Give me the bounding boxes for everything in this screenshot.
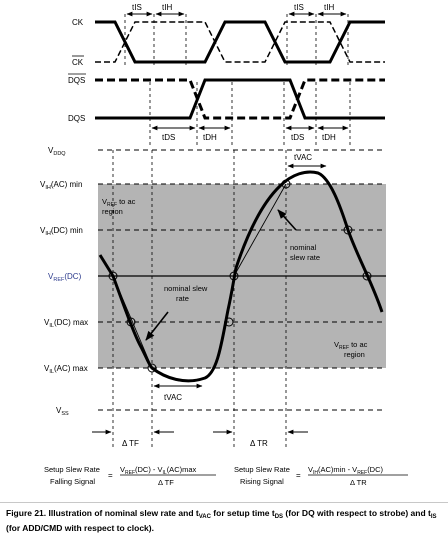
- label-delta-tr: Δ TR: [250, 439, 268, 448]
- dqs-bar-waveform: [95, 78, 385, 120]
- label-vss: VSS: [56, 406, 69, 417]
- formula-fall-title-1: Setup Slew Rate: [44, 465, 100, 474]
- label-tds-2: tDS: [291, 133, 304, 142]
- nominal-slew-right-label-1: nominal: [290, 243, 317, 252]
- caption-line1-a: Figure 21. Illustration of nominal slew …: [6, 508, 199, 518]
- nominal-slew-right-arrow: [277, 209, 297, 231]
- ck-waveform: [95, 20, 385, 64]
- nominal-slew-left-label-2: rate: [176, 294, 189, 303]
- caption-divider: [0, 502, 448, 503]
- label-tdh-1: tDH: [203, 133, 217, 142]
- caption-line1-a-sub: VAC: [198, 514, 211, 520]
- label-vddq: VDDQ: [48, 146, 66, 157]
- formula-fall-title-2: Falling Signal: [50, 477, 95, 486]
- nominal-slew-left-label-1: nominal slew: [164, 284, 208, 293]
- region-label-top: VREF to ac: [102, 197, 136, 208]
- signal-waveform: [98, 170, 384, 383]
- caption-line1-c-sub: IS: [430, 514, 437, 520]
- region-label-bottom: VREF to ac: [334, 340, 368, 351]
- label-vih-ac: VIH(AC) min: [40, 180, 82, 191]
- region-label-bottom-line2: region: [344, 350, 365, 359]
- voltage-level-lines: [98, 149, 386, 411]
- signal-dqs-bar-label: DQS: [68, 76, 85, 85]
- label-delta-tf: Δ TF: [122, 439, 139, 448]
- label-vref: VREF(DC): [48, 272, 82, 283]
- dqs-waveform: [95, 78, 385, 120]
- formula-rise-numerator: VIH(AC)min - VREF(DC): [308, 465, 384, 476]
- crossing-markers: [108, 179, 372, 373]
- label-tih-2: tIH: [324, 3, 334, 12]
- label-vil-ac: VIL(AC) max: [44, 364, 88, 375]
- label-tds-1: tDS: [162, 133, 175, 142]
- nominal-slew-falling-line: [112, 275, 153, 369]
- formula-fall-equals: =: [108, 471, 113, 480]
- nominal-slew-rising-line: [233, 183, 287, 277]
- caption-line1-c: (for DQ with respect to strobe) and t: [283, 508, 431, 518]
- formula-rise-title-1: Setup Slew Rate: [234, 465, 290, 474]
- label-tvac-top: tVAC: [294, 153, 312, 162]
- formula-rise-title-2: Rising Signal: [240, 477, 284, 486]
- formula-fall-numerator: VREF(DC) - VIL(AC)max: [120, 465, 197, 476]
- label-tdh-2: tDH: [322, 133, 336, 142]
- label-tvac-bottom: tVAC: [164, 393, 182, 402]
- nominal-slew-right-label-2: slew rate: [290, 253, 320, 262]
- formula-fall-denominator: Δ TF: [158, 478, 174, 487]
- delta-guides: [112, 150, 287, 450]
- label-vih-dc: VIH(DC) min: [40, 226, 83, 237]
- caption-line2: (for ADD/CMD with respect to clock).: [6, 523, 154, 533]
- figure-caption: Figure 21. Illustration of nominal slew …: [6, 508, 442, 534]
- signal-dqs-label: DQS: [68, 114, 85, 123]
- label-tis-1: tIS: [132, 3, 142, 12]
- label-vil-dc: VIL(DC) max: [44, 318, 88, 329]
- formula-rise-equals: =: [296, 471, 301, 480]
- caption-line1-b: for setup time t: [210, 508, 275, 518]
- label-tis-2: tIS: [294, 3, 304, 12]
- timing-guides: [124, 14, 351, 146]
- ck-bar-waveform: [95, 21, 385, 63]
- nominal-slew-left-arrow: [145, 311, 169, 341]
- signal-ck-bar-label: CK: [72, 58, 84, 67]
- label-tih-1: tIH: [162, 3, 172, 12]
- signal-ck-label: CK: [72, 18, 84, 27]
- formula-rise-denominator: Δ TR: [350, 478, 367, 487]
- region-label-top-line2: region: [102, 207, 123, 216]
- caption-line1-b-sub: DS: [274, 514, 284, 520]
